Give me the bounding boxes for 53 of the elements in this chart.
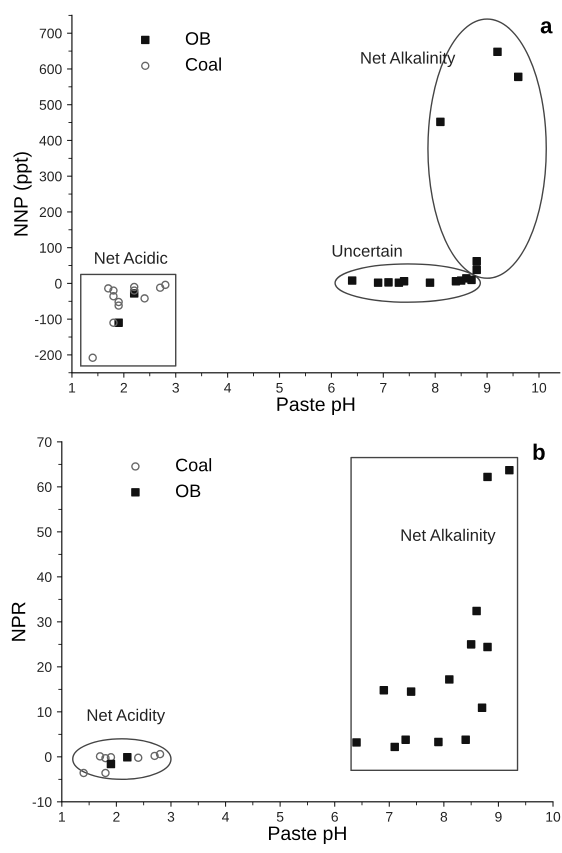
y-tick-label: 40: [36, 572, 52, 582]
x-tick-label: 1: [59, 812, 66, 822]
chart-title: b: [534, 444, 545, 460]
x-tick-label: 6: [332, 812, 338, 822]
legend-label: OB: [176, 484, 200, 498]
x-tick-label: 3: [172, 382, 179, 393]
x-tick-label: 2: [113, 812, 120, 822]
y-tick-label: 70: [37, 437, 52, 448]
x-tick-label: 9: [484, 382, 490, 393]
x-tick-label: 4: [222, 812, 230, 822]
y-tick-label: 100: [40, 243, 62, 253]
y-tick-label: -100: [35, 314, 62, 324]
y-tick-label: 700: [40, 28, 62, 38]
y-tick-label: 0: [55, 278, 62, 289]
x-tick-label: 3: [168, 812, 174, 822]
x-tick-label: 5: [276, 382, 283, 393]
x-tick-label: 7: [380, 382, 386, 393]
legend-label: Coal: [176, 458, 212, 472]
y-tick-label: 0: [44, 752, 52, 762]
y-tick-label: 60: [37, 482, 52, 492]
y-axis-title: NNP (ppt): [14, 152, 32, 236]
y-tick-label: 10: [38, 707, 52, 717]
y-tick-label: 50: [37, 527, 52, 538]
chart-title: a: [540, 21, 553, 34]
x-tick-label: 5: [276, 812, 284, 822]
annotation: Uncertain: [332, 244, 402, 257]
x-tick-label: 10: [532, 382, 546, 393]
x-tick-label: 4: [224, 382, 232, 393]
y-tick-label: 20: [37, 662, 52, 672]
y-tick-label: 30: [37, 617, 52, 628]
x-tick-label: 1: [69, 382, 76, 393]
y-tick-label: -200: [35, 350, 62, 360]
annotation: Net Alkalinity: [402, 528, 496, 544]
y-tick-label: 400: [39, 136, 62, 146]
y-tick-label: 500: [40, 100, 62, 110]
x-tick-label: 10: [546, 812, 560, 822]
annotation: Net Acidity: [88, 708, 166, 724]
x-tick-label: 8: [432, 382, 438, 393]
annotation: Net Acidic: [95, 252, 168, 264]
y-tick-label: -10: [32, 797, 52, 807]
x-tick-label: 9: [495, 812, 502, 822]
x-tick-label: 2: [120, 382, 127, 393]
x-tick-label: 7: [386, 812, 392, 822]
x-tick-label: 6: [328, 382, 335, 393]
legend-label: OB: [186, 32, 210, 45]
x-axis-title: Paste pH: [277, 398, 354, 415]
x-axis-title: Paste pH: [269, 826, 346, 844]
y-axis-title: NPR: [12, 602, 26, 641]
x-tick-label: 8: [440, 812, 448, 822]
y-tick-label: 600: [40, 64, 62, 74]
y-tick-label: 200: [40, 207, 62, 218]
legend-label: Coal: [186, 57, 221, 71]
y-tick-label: 300: [40, 172, 62, 182]
